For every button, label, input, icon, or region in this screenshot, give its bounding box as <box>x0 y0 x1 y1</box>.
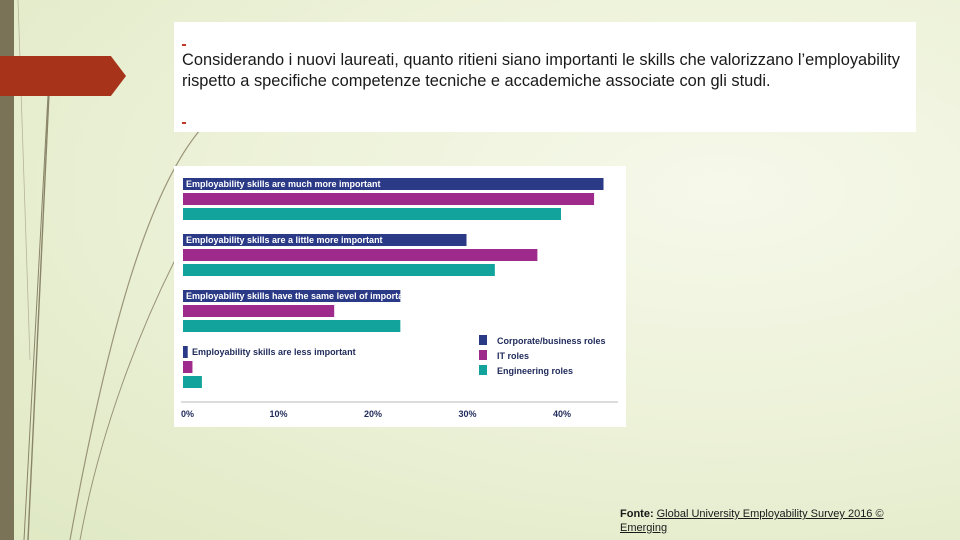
x-tick-label: 40% <box>553 409 571 419</box>
x-tick-label: 0% <box>181 409 194 419</box>
left-decor-band <box>0 0 14 540</box>
category-label: Employability skills are much more impor… <box>186 179 381 189</box>
question-box: Considerando i nuovi laureati, quanto ri… <box>174 22 916 132</box>
accent-arrow <box>0 56 126 96</box>
legend-swatch <box>479 350 487 360</box>
source-label: Fonte: <box>620 508 654 520</box>
chart-panel: Employability skills are much more impor… <box>174 166 626 427</box>
bullet-marker <box>182 44 186 46</box>
source-link[interactable]: Global University Employability Survey 2… <box>620 508 884 534</box>
legend-label: Engineering roles <box>497 366 573 376</box>
bar-engineering-3 <box>183 376 202 388</box>
bullet-marker <box>182 122 186 124</box>
legend-swatch <box>479 365 487 375</box>
bar-it-1 <box>183 249 538 261</box>
category-label: Employability skills have the same level… <box>186 291 419 301</box>
bar-it-0 <box>183 193 595 205</box>
legend-label: IT roles <box>497 351 529 361</box>
bar-it-3 <box>183 361 193 373</box>
bar-engineering-1 <box>183 264 495 276</box>
legend-swatch <box>479 335 487 345</box>
legend-label: Corporate/business roles <box>497 336 606 346</box>
source-citation: Fonte: Global University Employability Su… <box>620 507 920 535</box>
bar-corporate-1 <box>183 234 467 246</box>
bar-corporate-3 <box>183 346 188 358</box>
x-tick-label: 20% <box>364 409 382 419</box>
bar-engineering-2 <box>183 320 401 332</box>
bar-engineering-0 <box>183 208 561 220</box>
bar-corporate-0 <box>183 178 604 190</box>
x-tick-label: 10% <box>270 409 288 419</box>
category-label: Employability skills are less important <box>192 347 356 357</box>
bar-it-2 <box>183 305 335 317</box>
bar-chart: Employability skills are much more impor… <box>181 178 618 419</box>
category-label: Employability skills are a little more i… <box>186 235 383 245</box>
question-text: Considerando i nuovi laureati, quanto ri… <box>182 51 900 90</box>
x-tick-label: 30% <box>459 409 477 419</box>
bar-corporate-2 <box>183 290 401 302</box>
